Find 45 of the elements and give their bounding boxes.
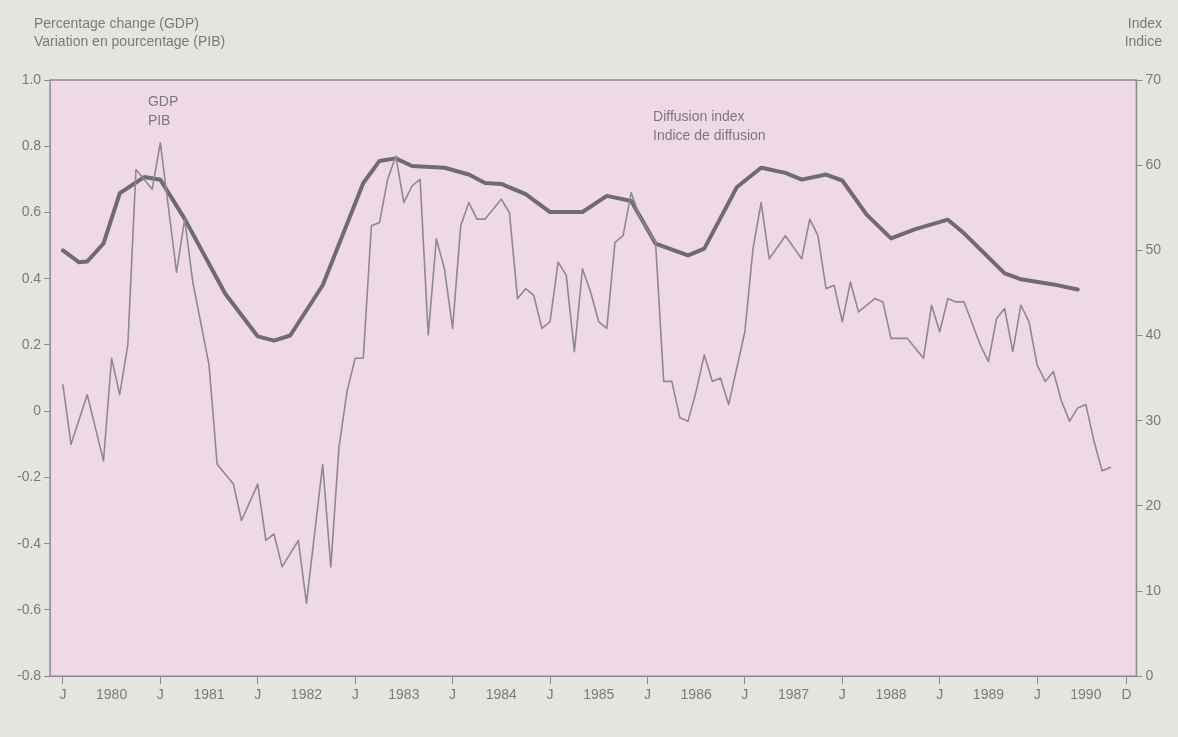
series-label: Diffusion index Indice de diffusion	[653, 107, 766, 143]
y-tick-label: 1.0	[21, 70, 42, 87]
x-tick-label: 1984	[485, 686, 518, 703]
y2-tick-label: 70	[1145, 70, 1162, 87]
x-tick-label: 1980	[96, 686, 128, 703]
y2-tick-label: 30	[1145, 411, 1162, 428]
y2-tick-label: 10	[1145, 581, 1162, 598]
y-tick-label: 0.4	[21, 269, 42, 286]
y-tick-label: 0.6	[21, 203, 42, 220]
y-tick-label: -0.2	[17, 468, 42, 485]
x-tick-label: 1982	[290, 686, 323, 703]
x-tick-label: 1989	[972, 686, 1005, 703]
y2-tick-label: 60	[1145, 156, 1162, 173]
x-tick-label: J	[936, 686, 944, 703]
y-tick-label: -0.6	[17, 600, 42, 617]
y-tick-label: -0.4	[17, 534, 42, 551]
x-tick-label: J	[351, 686, 359, 703]
y-tick-label: 0	[33, 402, 42, 419]
x-tick-label: 1987	[778, 686, 810, 703]
x-tick-label: J	[1033, 686, 1041, 703]
x-tick-label: J	[449, 686, 457, 703]
x-tick-label: J	[546, 686, 554, 703]
x-tick-label: J	[643, 686, 651, 703]
y2-axis-title: Index Indice	[1124, 14, 1162, 50]
y2-tick-label: 20	[1145, 496, 1162, 513]
x-tick-label: J	[838, 686, 846, 703]
y2-tick-label: 0	[1145, 667, 1154, 684]
y-axis-title: Percentage change (GDP) Variation en pourcentage (PIB)	[34, 14, 226, 50]
x-tick-label: 1986	[680, 686, 712, 703]
series-label: GDP PIB	[147, 92, 179, 128]
x-tick-label: 1988	[875, 686, 907, 703]
x-tick-label: J	[254, 686, 262, 703]
x-tick-label: D	[1121, 686, 1132, 703]
x-tick-label: 1983	[388, 686, 420, 703]
y-tick-label: -0.8	[17, 667, 42, 684]
x-tick-label: J	[741, 686, 749, 703]
y2-tick-label: 40	[1145, 326, 1162, 343]
x-tick-label: J	[156, 686, 164, 703]
x-tick-label: 1985	[583, 686, 615, 703]
y2-tick-label: 50	[1145, 241, 1162, 258]
y-tick-label: 0.2	[21, 335, 42, 352]
x-tick-label: 1981	[193, 686, 225, 703]
y-tick-label: 0.8	[21, 137, 42, 154]
x-tick-label: 1990	[1070, 686, 1102, 703]
x-tick-label: J	[59, 686, 67, 703]
